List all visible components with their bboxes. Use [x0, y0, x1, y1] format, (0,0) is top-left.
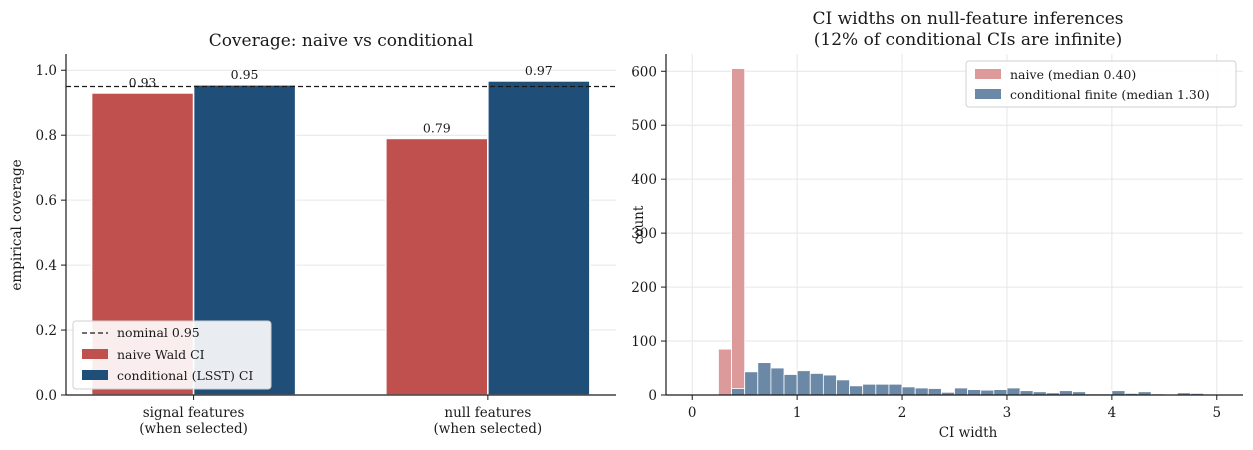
conditional-histogram-bar	[770, 367, 785, 396]
coverage-bar	[385, 137, 489, 396]
legend-series-label: naive Wald CI	[117, 347, 205, 362]
coverage-bar-label: 0.93	[129, 75, 157, 90]
coverage-y-tick-label: 0.2	[36, 323, 57, 339]
conditional-histogram-bar	[927, 388, 942, 396]
conditional-histogram-bar	[1006, 387, 1021, 396]
legend-series-swatch	[975, 89, 1001, 99]
conditional-histogram-bar	[731, 388, 746, 396]
ci-width-histogram: 0 100 200 300 400 500 600 0 1 2 3 4 5 CI widths on n…	[631, 9, 1243, 441]
ci-width-x-tick-label: 4	[1108, 405, 1117, 421]
ci-width-x-axis-label: CI width	[939, 425, 998, 441]
coverage-legend-box	[72, 320, 272, 390]
coverage-bar	[487, 80, 591, 396]
ci-width-y-tick-label: 0	[648, 388, 657, 404]
legend-series-swatch	[975, 69, 1001, 79]
ci-width-y-tick-label: 200	[631, 280, 657, 296]
ci-width-y-tick-label: 100	[631, 334, 657, 350]
conditional-histogram-bar	[809, 373, 824, 396]
ci-width-x-tick-label: 5	[1212, 405, 1221, 421]
conditional-histogram-bar	[888, 383, 903, 396]
conditional-histogram-bar	[875, 383, 890, 396]
coverage-bar-label: 0.97	[525, 63, 553, 78]
ci-width-legend-box	[965, 60, 1237, 108]
conditional-histogram-bar	[836, 379, 850, 396]
conditional-histogram-bar	[901, 386, 916, 396]
coverage-y-tick-label: 0.0	[36, 388, 57, 404]
coverage-bar-label: 0.95	[231, 67, 259, 82]
ci-width-legend: naive (median 0.40) conditional finite (m…	[965, 60, 1237, 108]
conditional-histogram-bar	[796, 370, 811, 396]
coverage-chart-title: Coverage: naive vs conditional	[209, 31, 474, 51]
conditional-histogram-bar	[744, 371, 759, 396]
legend-nominal-label: nominal 0.95	[117, 325, 200, 340]
coverage-x-tick-label: signal features (when selected)	[139, 405, 248, 437]
ci-width-x-tick-label: 3	[1003, 405, 1012, 421]
conditional-histogram-bar	[1059, 390, 1073, 396]
coverage-y-tick-label: 0.8	[36, 128, 57, 144]
ci-width-y-tick-label: 600	[631, 64, 657, 80]
conditional-histogram-bar	[757, 362, 772, 396]
conditional-histogram-bar	[980, 389, 995, 396]
conditional-histogram-bar	[954, 387, 969, 396]
coverage-chart: 0.0 0.2 0.4 0.6 0.8 1.0 signal features (when s…	[9, 31, 616, 437]
naive-histogram-bar	[731, 68, 746, 396]
coverage-y-tick-label: 1.0	[36, 63, 57, 79]
conditional-histogram-bar	[1111, 390, 1126, 396]
legend-series-swatch	[82, 349, 108, 359]
legend-series-swatch	[82, 370, 108, 380]
conditional-histogram-bar	[862, 383, 877, 396]
conditional-histogram-bar	[783, 374, 798, 396]
ci-width-histogram-title: CI widths on null-feature inferences (12%…	[812, 9, 1123, 50]
conditional-histogram-bar	[849, 385, 864, 396]
ci-width-x-tick-label: 0	[688, 405, 697, 421]
ci-width-x-tick-label: 2	[898, 405, 907, 421]
naive-histogram-bar	[718, 348, 732, 396]
ci-width-x-tick-label: 1	[793, 405, 802, 421]
conditional-histogram-bar	[1019, 390, 1034, 396]
legend-series-label: conditional (LSST) CI	[117, 368, 253, 383]
coverage-bar-label: 0.79	[423, 120, 451, 135]
conditional-histogram-bar	[993, 389, 1008, 396]
coverage-y-tick-label: 0.6	[36, 193, 57, 209]
ci-width-y-axis-label: count	[631, 205, 647, 244]
legend-series-label: naive (median 0.40)	[1010, 67, 1136, 82]
coverage-x-tick-label: null features (when selected)	[434, 405, 543, 437]
ci-width-y-tick-label: 500	[631, 118, 657, 134]
legend-series-label: conditional finite (median 1.30)	[1010, 87, 1210, 102]
conditional-histogram-bar	[967, 389, 982, 396]
ci-width-y-tick-label: 400	[631, 172, 657, 188]
coverage-legend: nominal 0.95 naive Wald CI conditional (LS…	[72, 320, 272, 390]
ci-width-y-tick-label: 300	[631, 226, 657, 242]
ci-width-title-line: CI widths on null-feature inferences (12%…	[812, 9, 1123, 50]
coverage-y-tick-label: 0.4	[36, 258, 57, 274]
conditional-histogram-bar	[914, 387, 929, 396]
coverage-y-axis-label: empirical coverage	[9, 159, 25, 290]
conditional-histogram-bar	[822, 374, 837, 396]
